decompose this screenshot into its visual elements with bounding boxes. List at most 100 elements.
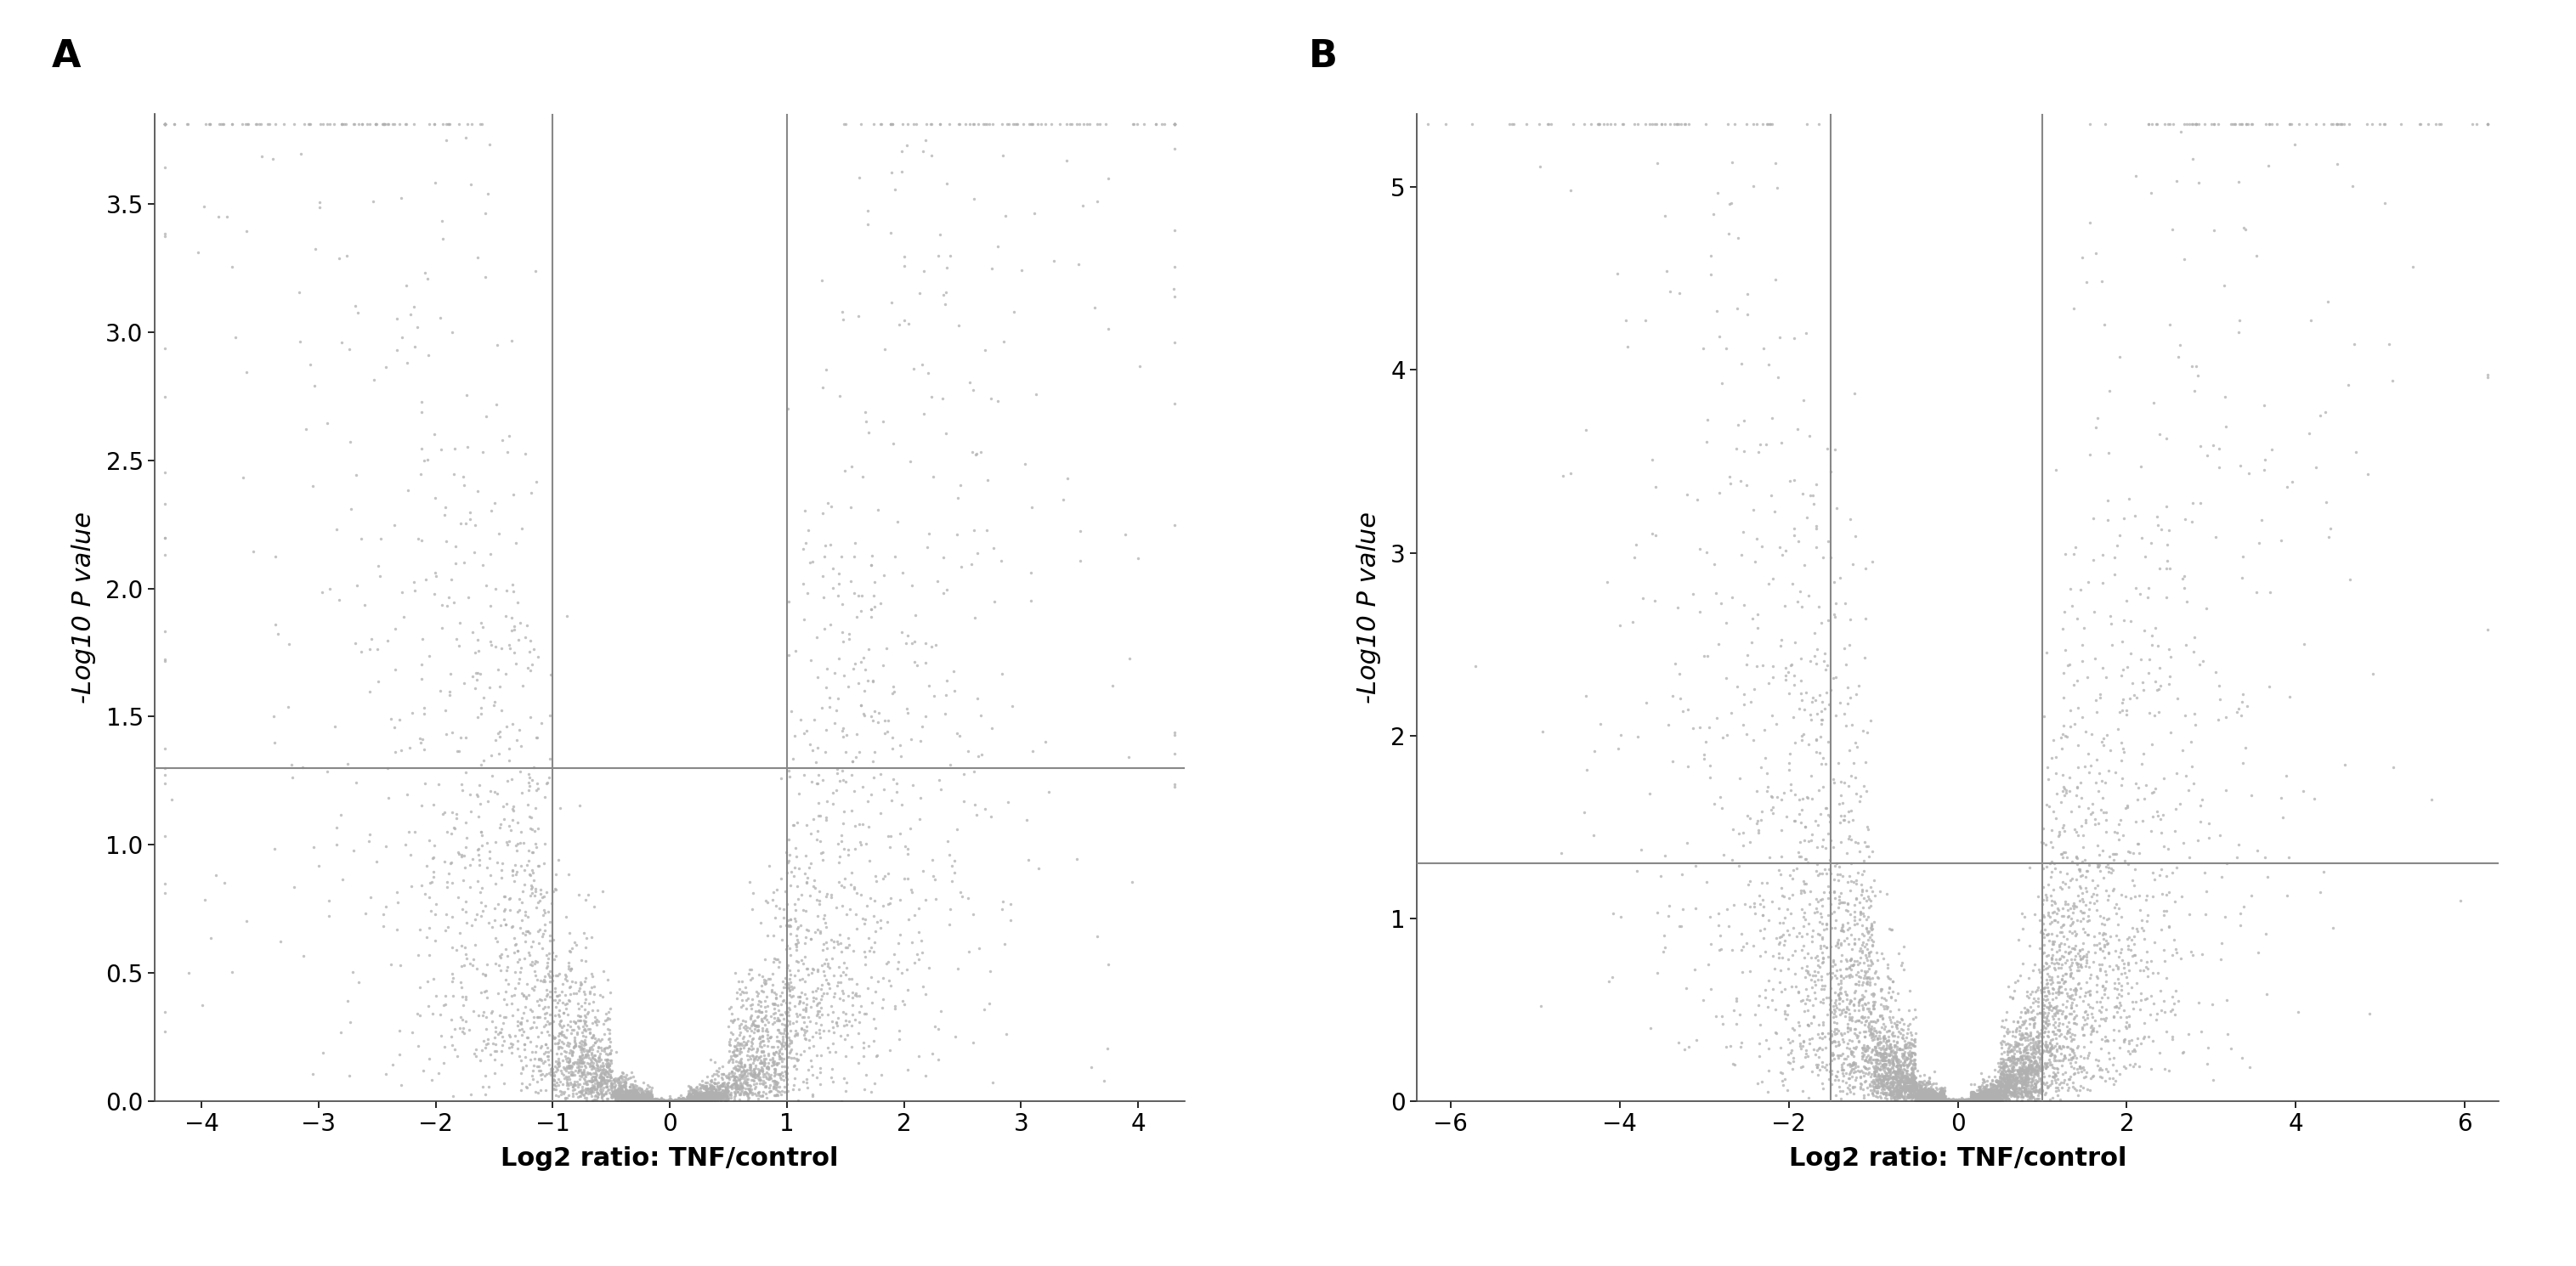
Point [2105, 1015, 2146, 1036]
Point [1886, 1087, 1927, 1108]
Point [652, 1091, 693, 1112]
Point [1922, 1091, 1963, 1112]
Point [2107, 1018, 2148, 1038]
Point [577, 1061, 618, 1081]
Point [742, 1074, 783, 1094]
Point [706, 1082, 747, 1103]
Point [1855, 991, 1896, 1012]
Point [572, 1077, 613, 1098]
Point [1154, 220, 1195, 241]
Point [1600, 724, 1641, 744]
Point [2146, 558, 2187, 579]
Point [1886, 1067, 1927, 1087]
Point [2030, 995, 2071, 1015]
Point [796, 919, 837, 939]
Point [1999, 1060, 2040, 1080]
Point [677, 1087, 719, 1108]
Point [799, 1006, 840, 1027]
Point [920, 224, 961, 244]
Point [1785, 323, 1826, 343]
Point [858, 711, 899, 732]
Point [2071, 801, 2112, 822]
Point [1880, 1085, 1922, 1105]
Point [1888, 1086, 1929, 1106]
Point [1852, 1050, 1893, 1070]
Point [701, 1075, 742, 1095]
Point [1855, 1057, 1896, 1077]
Point [2012, 1057, 2053, 1077]
Point [556, 1052, 598, 1072]
Point [2025, 1056, 2066, 1076]
Point [1940, 1090, 1981, 1110]
Point [1855, 1072, 1896, 1093]
Point [654, 1090, 696, 1110]
Point [363, 917, 404, 937]
Point [791, 1056, 832, 1076]
Point [1999, 1062, 2040, 1082]
Point [667, 1087, 708, 1108]
Point [729, 995, 770, 1015]
Point [1981, 1089, 2022, 1109]
Point [1968, 1085, 2009, 1105]
Point [768, 917, 809, 937]
Point [1883, 1067, 1924, 1087]
Point [2007, 1076, 2048, 1096]
Point [2002, 1060, 2043, 1080]
Point [1917, 1089, 1958, 1109]
Point [505, 1039, 546, 1060]
Point [714, 1075, 755, 1095]
Point [1893, 1050, 1935, 1070]
Point [716, 1075, 757, 1095]
Point [659, 1091, 701, 1112]
Point [1860, 1051, 1901, 1071]
Point [665, 1091, 706, 1112]
Point [1932, 1091, 1973, 1112]
Point [2038, 1050, 2079, 1070]
Point [2112, 1056, 2154, 1076]
Point [987, 114, 1028, 134]
Point [1896, 1085, 1937, 1105]
Point [1875, 1077, 1917, 1098]
Point [1971, 1081, 2012, 1101]
Point [1870, 1010, 1911, 1031]
Point [1865, 989, 1906, 1009]
Point [2007, 1039, 2048, 1060]
Point [956, 608, 997, 628]
Point [860, 1065, 902, 1085]
Point [564, 999, 605, 1019]
Point [618, 1086, 659, 1106]
Point [1950, 1089, 1991, 1109]
Point [1919, 1085, 1960, 1105]
Point [1940, 1087, 1981, 1108]
Point [1986, 1087, 2027, 1108]
Point [1937, 1091, 1978, 1112]
Point [626, 1085, 667, 1105]
Point [2004, 1063, 2045, 1084]
Point [1850, 952, 1891, 972]
Point [680, 1090, 721, 1110]
Point [665, 1091, 706, 1112]
Point [559, 1006, 600, 1027]
Point [1901, 1086, 1942, 1106]
Point [1883, 1080, 1924, 1100]
Point [1937, 1090, 1978, 1110]
Point [690, 1090, 732, 1110]
Point [1973, 1086, 2014, 1106]
Point [1837, 862, 1878, 882]
Point [2004, 1027, 2045, 1047]
Point [1968, 1082, 2009, 1103]
Point [587, 1019, 629, 1039]
Point [703, 1072, 744, 1093]
Point [394, 296, 435, 316]
Point [2084, 923, 2125, 943]
Point [1919, 1086, 1960, 1106]
Point [252, 148, 294, 168]
Point [1937, 1091, 1978, 1112]
Point [1932, 1090, 1973, 1110]
Point [451, 849, 492, 870]
Point [567, 1041, 608, 1061]
Point [814, 1022, 855, 1042]
Point [631, 1090, 672, 1110]
Point [1978, 1079, 2020, 1099]
Point [2076, 934, 2117, 955]
